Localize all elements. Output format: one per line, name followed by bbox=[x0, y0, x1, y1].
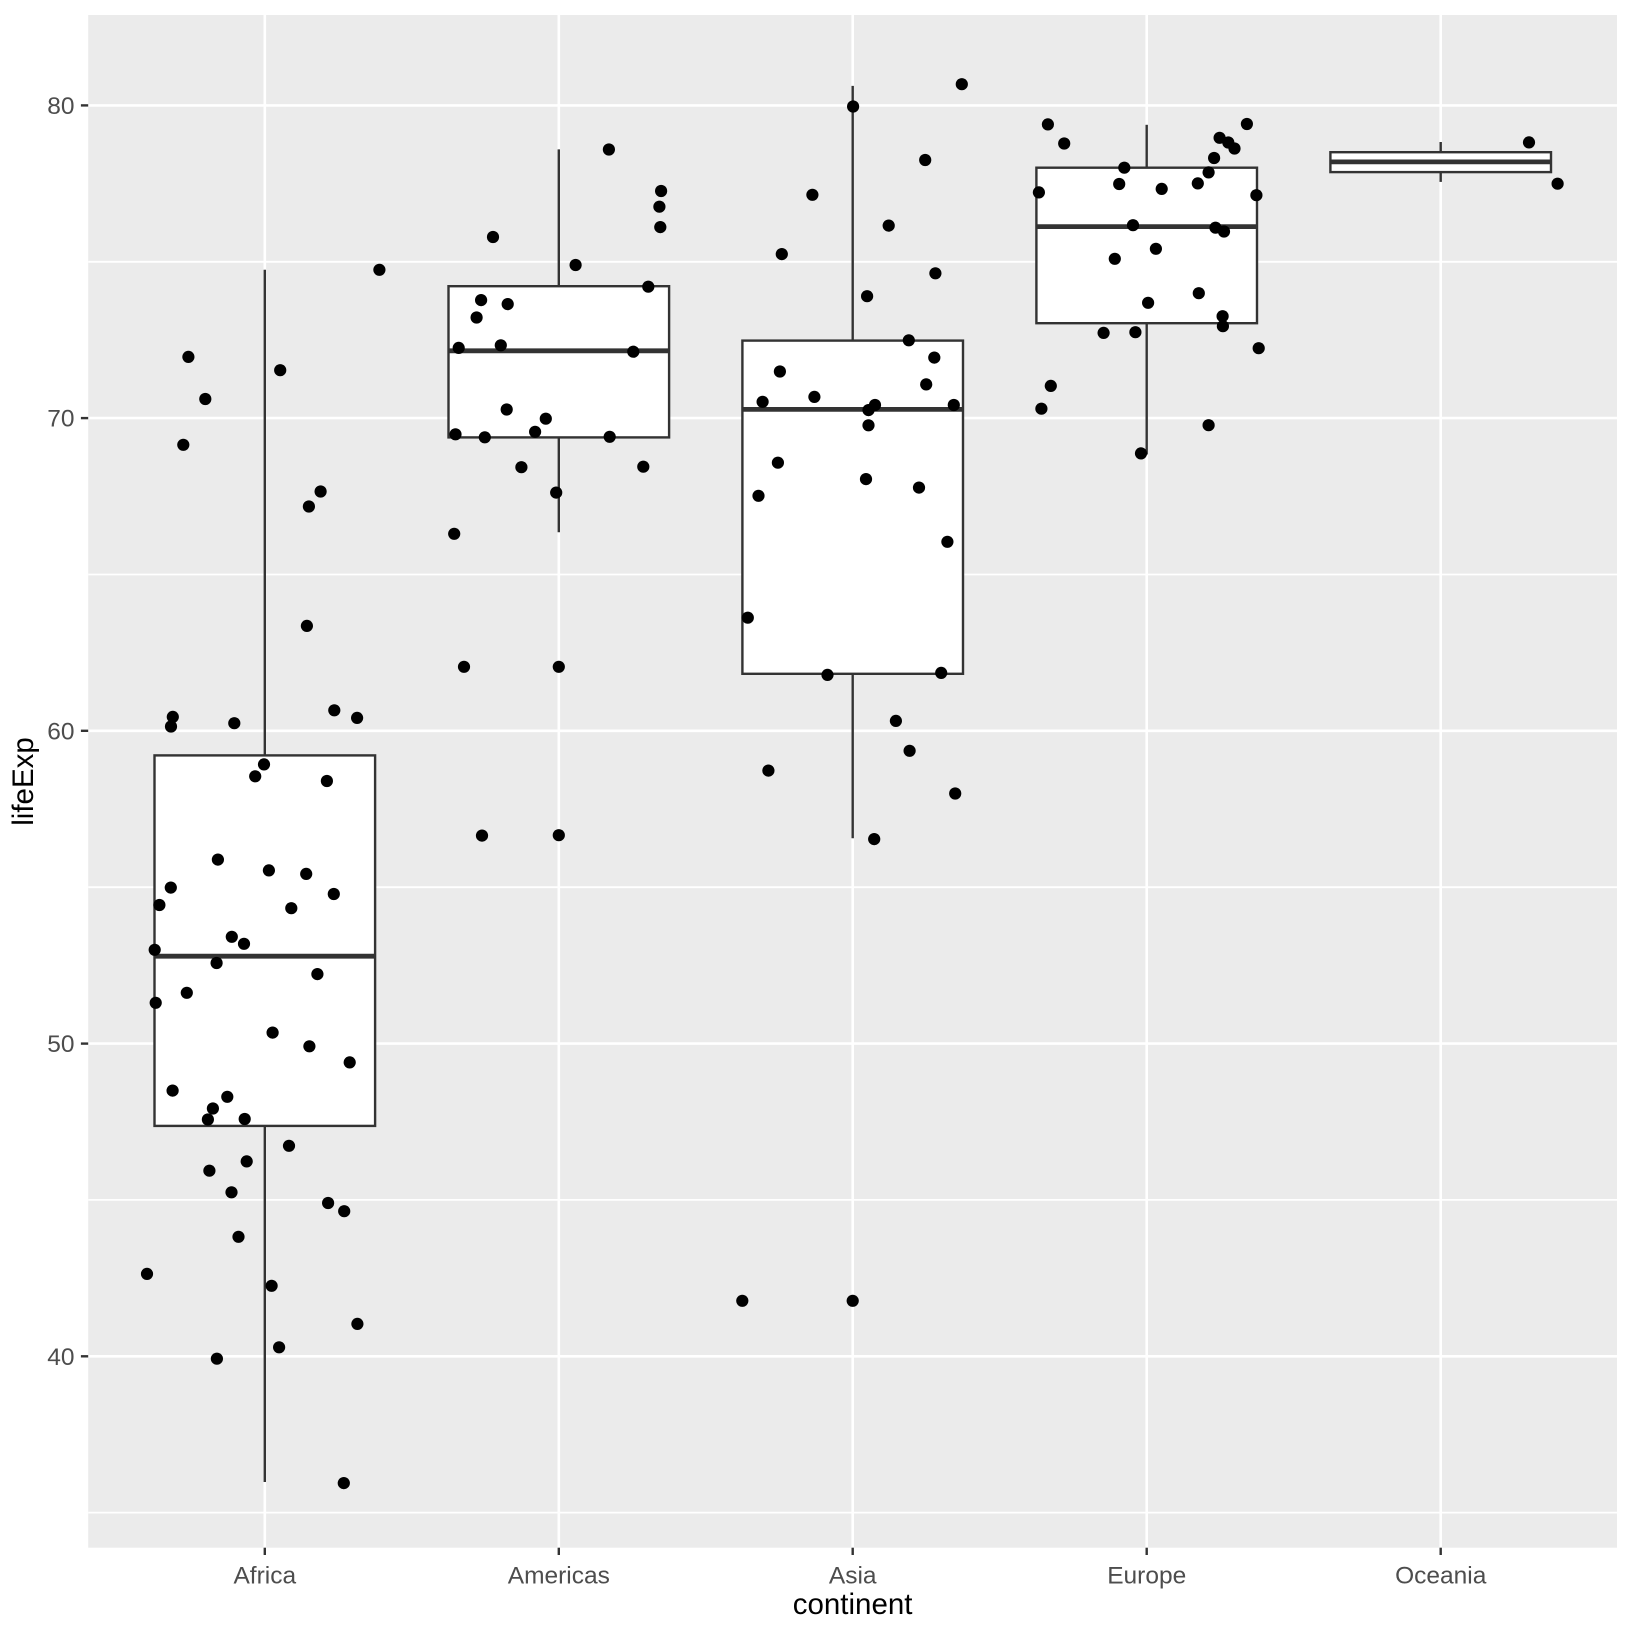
svg-text:40: 40 bbox=[47, 1344, 74, 1371]
svg-text:50: 50 bbox=[47, 1031, 74, 1058]
svg-text:Africa: Africa bbox=[233, 1563, 296, 1590]
svg-text:Americas: Americas bbox=[508, 1563, 610, 1590]
svg-text:70: 70 bbox=[47, 406, 74, 433]
svg-text:continent: continent bbox=[793, 1588, 913, 1621]
svg-text:60: 60 bbox=[47, 718, 74, 745]
svg-text:Oceania: Oceania bbox=[1395, 1563, 1487, 1590]
svg-text:Europe: Europe bbox=[1107, 1563, 1186, 1590]
svg-text:Asia: Asia bbox=[829, 1563, 877, 1590]
svg-text:lifeExp: lifeExp bbox=[7, 737, 40, 826]
svg-text:80: 80 bbox=[47, 93, 74, 120]
